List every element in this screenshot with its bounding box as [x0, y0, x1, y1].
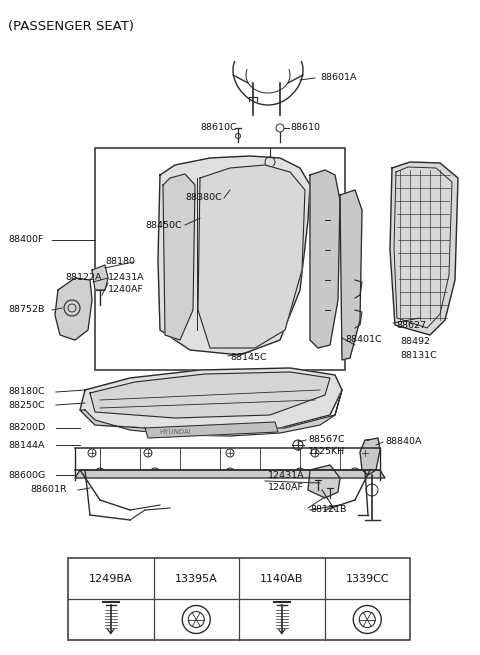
Text: 12431A: 12431A — [268, 470, 305, 479]
Text: 88144A: 88144A — [8, 441, 45, 449]
Circle shape — [350, 468, 360, 478]
Text: 88121B: 88121B — [310, 506, 347, 514]
Text: 88401C: 88401C — [345, 335, 382, 345]
Text: 1240AF: 1240AF — [268, 483, 304, 493]
Polygon shape — [80, 390, 342, 436]
Text: 88122A: 88122A — [65, 274, 101, 282]
Text: 88492: 88492 — [400, 337, 430, 346]
Polygon shape — [80, 368, 342, 430]
Text: 1240AF: 1240AF — [108, 286, 144, 295]
Polygon shape — [390, 162, 458, 335]
Text: (PASSENGER SEAT): (PASSENGER SEAT) — [8, 20, 134, 33]
Polygon shape — [163, 174, 195, 340]
Polygon shape — [360, 438, 380, 475]
Text: 88131C: 88131C — [400, 350, 437, 360]
Text: 1249BA: 1249BA — [89, 574, 132, 584]
Polygon shape — [308, 465, 340, 498]
Bar — [95, 148, 345, 370]
Text: 88200D: 88200D — [8, 424, 45, 432]
Text: 88180: 88180 — [105, 257, 135, 267]
Polygon shape — [55, 278, 92, 340]
Polygon shape — [92, 265, 108, 290]
Bar — [68, 558, 410, 640]
Circle shape — [295, 468, 305, 478]
Polygon shape — [340, 190, 362, 360]
Text: HYUNDAI: HYUNDAI — [159, 429, 191, 435]
Text: 88600G: 88600G — [8, 470, 45, 479]
Circle shape — [225, 468, 235, 478]
Text: 12431A: 12431A — [108, 274, 144, 282]
Polygon shape — [158, 156, 310, 355]
Circle shape — [150, 468, 160, 478]
Polygon shape — [145, 422, 278, 438]
Text: 88145C: 88145C — [230, 354, 266, 362]
Text: 88250C: 88250C — [8, 400, 45, 409]
Text: 1339CC: 1339CC — [346, 574, 389, 584]
Text: 88567C: 88567C — [308, 436, 345, 445]
Text: 13395A: 13395A — [175, 574, 217, 584]
Polygon shape — [310, 170, 340, 348]
Text: 88627: 88627 — [396, 320, 426, 329]
Text: 1125KH: 1125KH — [308, 447, 345, 457]
Text: 88601R: 88601R — [30, 485, 67, 495]
Text: 88450C: 88450C — [145, 221, 181, 229]
Polygon shape — [75, 470, 385, 478]
Polygon shape — [198, 165, 305, 348]
Polygon shape — [90, 372, 330, 418]
Text: 88610C: 88610C — [200, 124, 237, 132]
Text: 88601A: 88601A — [320, 73, 357, 83]
Circle shape — [95, 468, 105, 478]
Text: 88840A: 88840A — [385, 438, 421, 447]
Text: 1140AB: 1140AB — [260, 574, 303, 584]
Text: 88180C: 88180C — [8, 388, 45, 396]
Text: 88380C: 88380C — [185, 193, 222, 202]
Text: 88610: 88610 — [290, 124, 320, 132]
Text: 88400F: 88400F — [8, 236, 43, 244]
Text: 88752B: 88752B — [8, 305, 44, 314]
